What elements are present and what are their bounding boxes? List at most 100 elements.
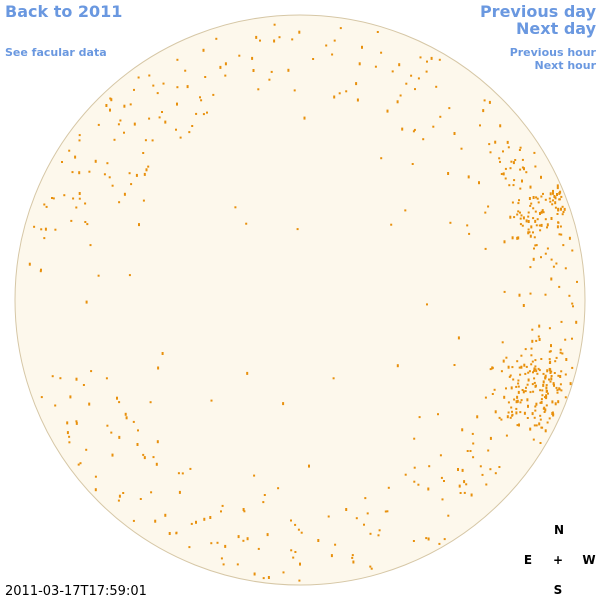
facular-point — [356, 98, 359, 102]
facular-point — [458, 484, 461, 488]
facular-point — [525, 365, 528, 368]
facular-point — [564, 267, 567, 270]
facular-point — [546, 369, 549, 373]
facular-point — [122, 492, 125, 494]
facular-point — [540, 426, 543, 429]
back-link[interactable]: Back to 2011 — [5, 2, 122, 21]
previous-day-link[interactable]: Previous day — [480, 2, 597, 21]
facular-point — [550, 344, 552, 348]
facular-link[interactable]: See facular data — [5, 46, 107, 59]
facular-point — [528, 370, 531, 373]
facular-point — [251, 56, 254, 60]
facular-point — [521, 224, 524, 227]
facular-point — [560, 370, 563, 373]
facular-point — [552, 413, 555, 416]
facular-point — [510, 386, 513, 390]
facular-point — [51, 375, 54, 378]
facular-point — [517, 236, 520, 240]
facular-point — [552, 192, 554, 195]
facular-point — [526, 398, 529, 402]
facular-point — [531, 383, 534, 386]
timestamp: 2011-03-17T17:59:01 — [5, 584, 147, 599]
facular-point — [538, 338, 541, 341]
facular-point — [142, 199, 145, 202]
facular-point — [511, 201, 514, 204]
facular-point — [532, 438, 535, 441]
facular-point — [72, 197, 75, 200]
facular-point — [534, 384, 537, 388]
facular-point — [544, 218, 547, 221]
facular-point — [517, 385, 520, 388]
facular-point — [498, 157, 501, 160]
facular-point — [525, 171, 528, 174]
facular-point — [68, 149, 71, 152]
facular-point — [79, 462, 82, 465]
facular-point — [398, 63, 401, 67]
facular-point — [94, 475, 97, 478]
facular-point — [457, 336, 460, 340]
facular-point — [472, 456, 475, 459]
facular-point — [540, 358, 543, 360]
facular-point — [215, 37, 218, 40]
facular-point — [45, 205, 48, 208]
facular-point — [158, 116, 161, 119]
facular-point — [540, 400, 543, 404]
facular-point — [200, 99, 203, 102]
facular-point — [552, 382, 555, 386]
facular-point — [325, 44, 328, 47]
facular-point — [376, 31, 379, 33]
facular-point — [559, 351, 562, 354]
facular-point — [503, 290, 506, 293]
facular-point — [532, 390, 535, 393]
facular-point — [556, 225, 559, 229]
facular-point — [440, 476, 443, 479]
facular-point — [516, 424, 519, 427]
facular-point — [484, 396, 487, 399]
facular-point — [534, 219, 537, 223]
facular-point — [220, 557, 223, 560]
next-day-link[interactable]: Next day — [516, 19, 597, 38]
facular-point — [498, 416, 501, 419]
facular-point — [544, 198, 547, 201]
facular-point — [533, 424, 536, 427]
facular-point — [509, 374, 512, 377]
facular-point — [116, 396, 118, 400]
facular-point — [549, 200, 552, 203]
previous-hour-link[interactable]: Previous hour — [510, 46, 597, 59]
facular-point — [374, 65, 377, 68]
facular-point — [527, 404, 529, 408]
next-hour-link[interactable]: Next hour — [535, 59, 597, 72]
facular-point — [544, 374, 547, 378]
facular-point — [515, 400, 518, 404]
facular-point — [535, 244, 538, 247]
facular-point — [243, 510, 246, 513]
facular-point — [129, 103, 132, 106]
facular-point — [535, 424, 538, 427]
facular-point — [175, 532, 178, 535]
facular-point — [500, 418, 503, 421]
facular-point — [224, 62, 227, 66]
facular-point — [439, 454, 442, 457]
facular-point — [369, 532, 372, 535]
facular-point — [414, 88, 416, 91]
facular-point — [554, 360, 557, 363]
facular-point — [106, 162, 109, 165]
facular-point — [168, 532, 171, 535]
facular-point — [563, 207, 566, 211]
facular-point — [540, 256, 542, 259]
facular-point — [224, 74, 227, 77]
facular-point — [489, 151, 492, 154]
facular-point — [520, 214, 523, 217]
facular-point — [550, 375, 553, 377]
facular-point — [502, 359, 505, 363]
facular-point — [513, 179, 516, 182]
facular-point — [387, 486, 390, 489]
facular-point — [391, 70, 394, 73]
facular-point — [545, 404, 548, 407]
facular-point — [522, 216, 525, 220]
facular-point — [541, 209, 544, 213]
facular-point — [351, 556, 354, 559]
facular-point — [331, 53, 334, 56]
facular-point — [519, 411, 522, 414]
facular-point — [181, 472, 184, 475]
